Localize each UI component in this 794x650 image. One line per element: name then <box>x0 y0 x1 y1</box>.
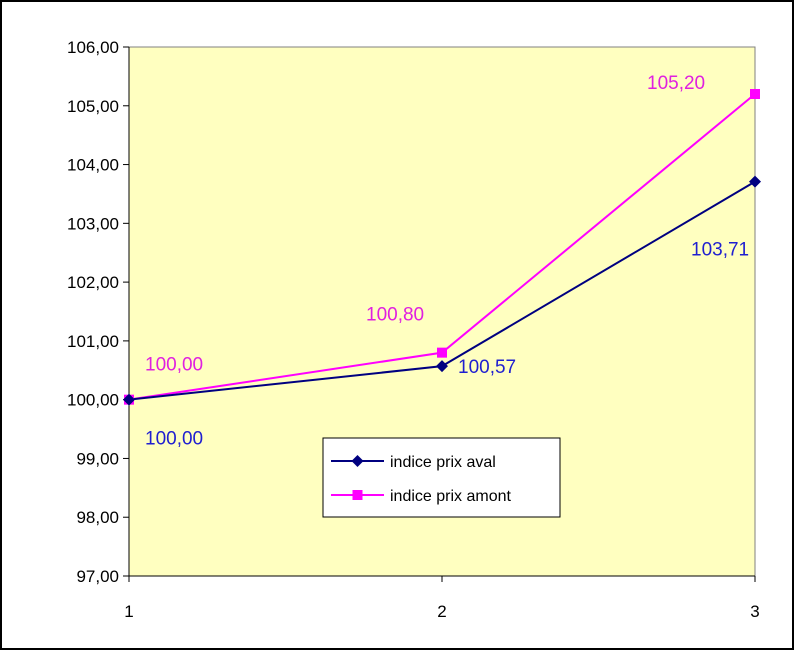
data-label-amont: 100,80 <box>366 305 424 326</box>
data-point-diamond-icon <box>749 175 761 188</box>
data-label-aval: 103,71 <box>691 240 749 261</box>
x-tick-label: 1 <box>124 602 133 621</box>
data-point-square-icon <box>437 347 447 358</box>
y-tick-label: 105,00 <box>67 97 119 116</box>
y-tick-label: 103,00 <box>67 214 119 233</box>
data-label-aval: 100,57 <box>458 357 516 378</box>
legend-marker-square-icon <box>352 490 363 500</box>
y-tick-label: 101,00 <box>67 332 119 351</box>
legend-label-aval: indice prix aval <box>390 454 496 471</box>
x-tick-label: 2 <box>437 602 446 621</box>
y-tick-label: 102,00 <box>67 273 119 292</box>
series-layer <box>123 89 761 406</box>
y-tick-label: 97,00 <box>76 567 119 586</box>
legend: indice prix aval indice prix amont <box>322 437 561 518</box>
data-label-aval: 100,00 <box>145 429 203 450</box>
y-tick-label: 100,00 <box>67 391 119 410</box>
data-point-diamond-icon <box>436 360 448 373</box>
legend-box <box>322 437 561 518</box>
y-tick-label: 106,00 <box>67 38 119 57</box>
x-tick-label: 3 <box>750 602 759 621</box>
y-tick-label: 98,00 <box>76 508 119 527</box>
data-point-square-icon <box>750 89 760 100</box>
data-point-diamond-icon <box>123 393 135 406</box>
y-tick-label: 104,00 <box>67 156 119 175</box>
legend-label-amont: indice prix amont <box>390 488 512 505</box>
y-tick-label: 99,00 <box>76 449 119 468</box>
data-labels-layer: 100,00 100,57 103,71 100,00 100,80 105,20 <box>145 73 749 450</box>
axes: 106,00 105,00 104,00 103,00 102,00 101,00 100,… <box>67 38 760 621</box>
data-label-amont: 100,00 <box>145 355 203 376</box>
legend-marker-diamond-icon <box>351 455 364 467</box>
data-label-amont: 105,20 <box>647 73 705 94</box>
